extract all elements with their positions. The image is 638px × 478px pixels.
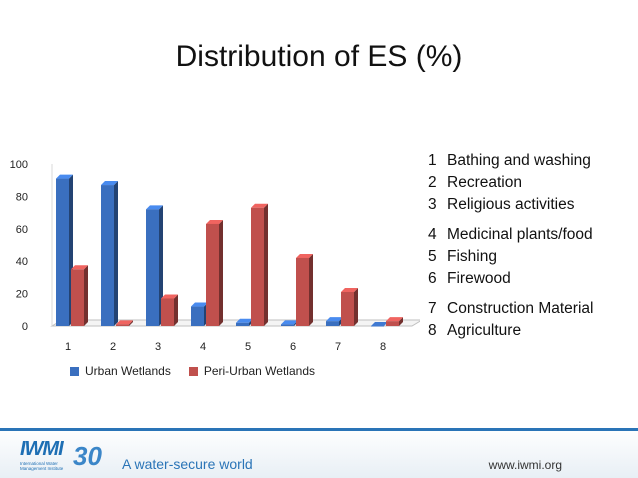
- y-tick-label: 20: [16, 289, 28, 301]
- key-item: 1 Bathing and washing: [428, 152, 591, 169]
- bar-top: [386, 317, 403, 322]
- y-tick-label: 100: [10, 159, 28, 171]
- bar-side: [129, 320, 133, 326]
- bar-side: [114, 181, 118, 326]
- bar-top: [281, 320, 298, 325]
- bar: [101, 185, 114, 326]
- bar: [116, 324, 129, 326]
- logo-subtitle: International Water Management Institute: [20, 461, 64, 471]
- key-item: 8 Agriculture: [428, 322, 522, 339]
- bar: [71, 269, 84, 326]
- bar-top: [326, 317, 343, 322]
- bar-top: [296, 253, 313, 258]
- legend-item-urban: Urban Wetlands: [70, 364, 171, 378]
- x-tick-label: 7: [335, 341, 341, 353]
- bar: [386, 321, 399, 326]
- bar-side: [309, 253, 313, 326]
- category-key-list: 1 Bathing and washing 2 Recreation 3 Religi…: [428, 150, 593, 342]
- bar: [236, 322, 249, 326]
- bar: [206, 223, 219, 326]
- bar-side: [354, 287, 358, 326]
- y-tick-label: 60: [16, 224, 28, 236]
- legend-label-peri-urban: Peri-Urban Wetlands: [203, 364, 315, 378]
- legend-swatch-peri-urban: [188, 366, 198, 376]
- x-tick-label: 2: [110, 341, 116, 353]
- bar: [251, 207, 264, 326]
- x-tick-label: 6: [290, 341, 296, 353]
- bar: [56, 178, 69, 326]
- x-tick-label: 5: [245, 341, 251, 353]
- bar: [146, 209, 159, 326]
- y-tick-label: 80: [16, 191, 28, 203]
- bar-top: [191, 302, 208, 307]
- bar-chart: 0 20 40 60 80 100 1 2 3 4 5 6 7 8: [10, 159, 420, 353]
- bar-top: [206, 219, 223, 224]
- tagline: A water-secure world: [122, 456, 253, 472]
- legend-label-urban: Urban Wetlands: [85, 364, 171, 378]
- bar-side: [174, 294, 178, 326]
- bar-side: [219, 219, 223, 326]
- bar-top: [341, 287, 358, 292]
- x-tick-label: 3: [155, 341, 161, 353]
- x-tick-label: 4: [200, 341, 206, 353]
- footer-bar: [0, 428, 638, 478]
- bar-top: [71, 265, 88, 270]
- anniversary-30-logo: 30: [73, 441, 102, 471]
- chart-legend: Urban Wetlands Peri-Urban Wetlands: [70, 364, 315, 378]
- bar: [281, 324, 294, 326]
- bar-top: [161, 294, 178, 299]
- bar-side: [84, 265, 88, 326]
- y-tick-label: 0: [22, 321, 28, 333]
- y-tick-label: 40: [16, 256, 28, 268]
- key-item: 2 Recreation: [428, 174, 522, 191]
- legend-swatch-urban: [70, 366, 79, 376]
- bar-top: [371, 322, 388, 326]
- x-tick-label: 1: [65, 341, 71, 353]
- bar-side: [399, 317, 403, 326]
- key-item: 6 Firewood: [428, 270, 511, 287]
- bar: [341, 291, 354, 326]
- bar: [296, 257, 309, 326]
- website-link[interactable]: www.iwmi.org: [488, 458, 562, 472]
- logo-wordmark: IWMI: [20, 438, 64, 460]
- key-item: 3 Religious activities: [428, 196, 575, 213]
- bar-top: [146, 205, 163, 210]
- bar-side: [264, 203, 268, 326]
- bar-top: [56, 174, 73, 179]
- bar-top: [101, 181, 118, 186]
- key-item: 7 Construction Material: [428, 300, 594, 317]
- x-tick-label: 8: [380, 341, 386, 353]
- bar: [371, 326, 384, 327]
- bar-top: [251, 203, 268, 208]
- bar: [161, 298, 174, 326]
- key-item: 4 Medicinal plants/food: [428, 226, 593, 243]
- key-item: 5 Fishing: [428, 248, 497, 265]
- bar-top: [236, 318, 253, 323]
- iwmi-logo: IWMI International Water Management Inst…: [20, 438, 70, 471]
- bar: [326, 321, 339, 326]
- footer-divider: [0, 428, 638, 431]
- bar-side: [159, 205, 163, 326]
- bar: [191, 306, 204, 326]
- slide-title: Distribution of ES (%): [175, 40, 463, 73]
- legend-item-peri-urban: Peri-Urban Wetlands: [188, 364, 315, 378]
- bar-top: [116, 320, 133, 325]
